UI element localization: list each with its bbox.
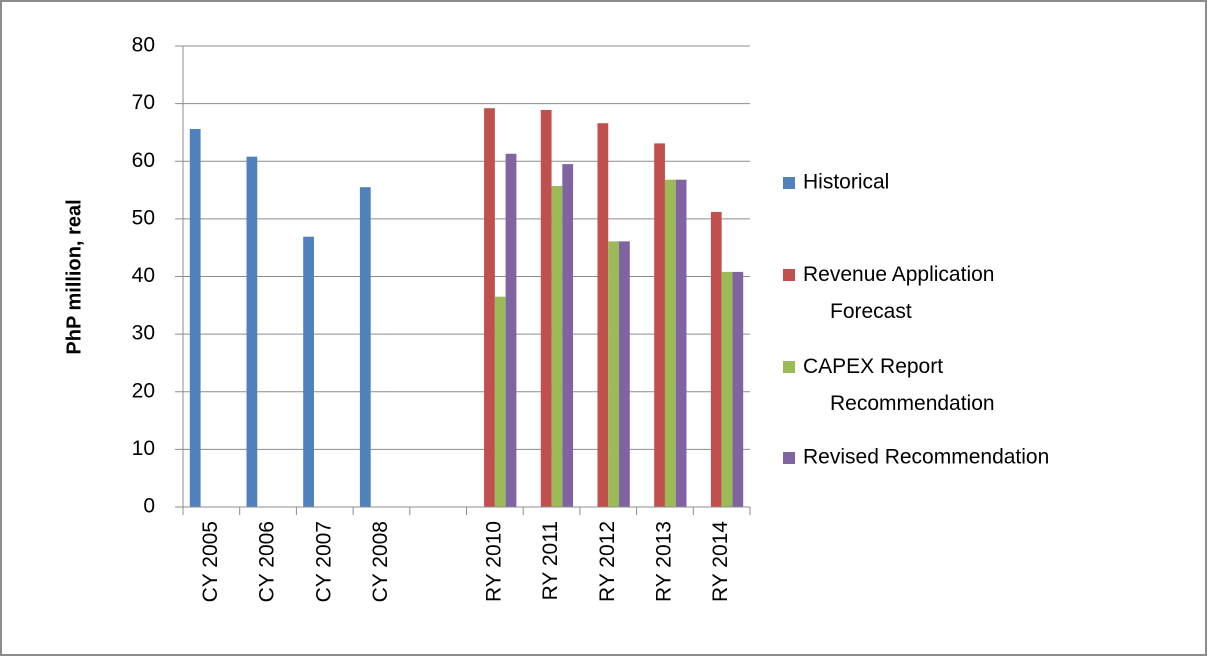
y-tick-label: 10 — [132, 437, 155, 460]
y-tick-label: 70 — [132, 91, 155, 114]
legend-label: Historical — [803, 171, 889, 194]
bar — [494, 296, 506, 507]
y-tick-label: 50 — [132, 206, 155, 229]
legend-swatch — [783, 361, 795, 373]
bar — [619, 241, 630, 507]
y-axis-title: PhP million, real — [63, 199, 85, 354]
bar — [675, 179, 687, 507]
bar — [551, 186, 563, 507]
bar — [484, 108, 495, 508]
x-tick-label: RY 2012 — [596, 521, 619, 602]
x-tick-label: CY 2006 — [256, 521, 279, 602]
bar — [664, 179, 676, 507]
y-tick-label: 30 — [132, 322, 155, 345]
x-tick-label: CY 2007 — [312, 521, 335, 602]
bar — [505, 153, 517, 508]
bar — [732, 271, 744, 507]
bar — [721, 271, 733, 507]
bar — [246, 156, 258, 507]
legend-swatch — [783, 269, 795, 281]
x-tick-label: CY 2008 — [369, 521, 392, 602]
y-tick-label: 80 — [132, 34, 155, 57]
y-tick-label: 0 — [143, 495, 155, 518]
x-tick-label: RY 2011 — [539, 521, 562, 600]
bar — [597, 123, 609, 507]
legend-label: Revenue Application Forecast — [803, 263, 994, 323]
bar — [710, 211, 722, 507]
bar — [189, 128, 201, 508]
y-tick-label: 40 — [132, 264, 155, 287]
legend-label: Revised Recommendation — [803, 446, 1049, 469]
x-tick-label: CY 2005 — [199, 521, 222, 602]
legend-label: CAPEX Report Recommendation — [803, 355, 995, 415]
bar — [359, 187, 371, 507]
x-tick-label: RY 2014 — [709, 521, 732, 602]
y-tick-label: 20 — [132, 379, 155, 402]
y-tick-label: 60 — [132, 149, 155, 172]
legend-swatch — [783, 177, 795, 189]
bar — [608, 241, 620, 507]
bar — [540, 109, 552, 508]
bar — [562, 164, 574, 507]
x-tick-label: RY 2010 — [482, 521, 505, 602]
bar — [303, 236, 314, 507]
bar — [654, 143, 665, 508]
legend-swatch — [783, 452, 795, 464]
x-tick-label: RY 2013 — [652, 521, 675, 602]
